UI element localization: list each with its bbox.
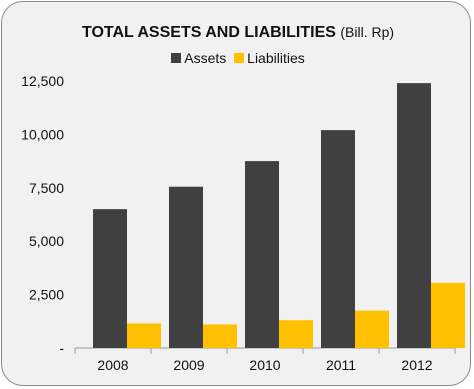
chart-title-unit: (Bill. Rp) [340, 24, 395, 40]
bar-assets-2010 [245, 161, 279, 348]
x-tick-label: 2009 [173, 357, 204, 373]
chart-title-main: TOTAL ASSETS AND LIABILITIES [81, 24, 336, 41]
legend-label-liabilities: Liabilities [247, 50, 305, 66]
bar-liabilities-2011 [355, 310, 389, 348]
chart-legend: Assets Liabilities [2, 50, 470, 66]
bar-assets-2012 [397, 83, 431, 349]
x-tick-label: 2008 [97, 357, 128, 373]
x-tick-label: 2010 [249, 357, 280, 373]
y-tick-label: 5,000 [29, 233, 64, 249]
y-tick-label: 10,000 [21, 126, 64, 142]
x-tick-label: 2011 [326, 357, 356, 373]
y-tick-label: - [59, 340, 64, 356]
bar-assets-2009 [169, 186, 203, 348]
bar-liabilities-2009 [203, 324, 237, 348]
legend-item-liabilities: Liabilities [234, 50, 305, 66]
y-tick-label: 12,500 [21, 73, 64, 89]
y-tick-label: 2,500 [29, 287, 64, 303]
legend-label-assets: Assets [184, 50, 227, 66]
bar-assets-2008 [93, 209, 127, 348]
bar-liabilities-2008 [127, 323, 161, 348]
bar-assets-2011 [321, 130, 355, 348]
legend-swatch-liabilities [234, 53, 245, 63]
x-tick-label: 2012 [401, 357, 432, 373]
chart-title: TOTAL ASSETS AND LIABILITIES (Bill. Rp) [2, 24, 470, 42]
bar-liabilities-2012 [431, 282, 465, 348]
legend-item-assets: Assets [171, 50, 226, 66]
y-tick-label: 7,500 [29, 180, 64, 196]
bar-liabilities-2010 [279, 320, 313, 348]
legend-swatch-assets [171, 53, 182, 63]
